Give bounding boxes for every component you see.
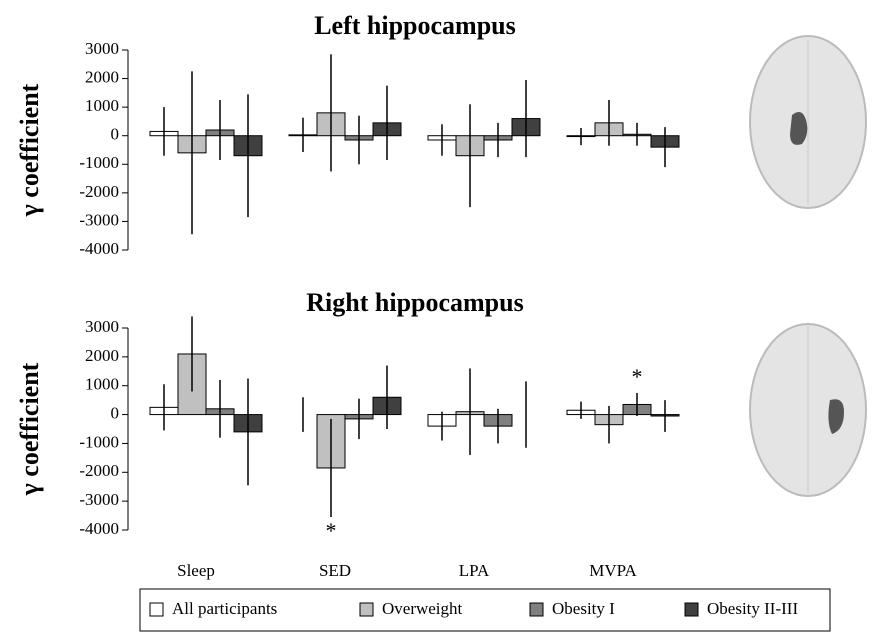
y-tick-label: 1000 — [85, 96, 119, 115]
legend-label: Obesity I — [552, 599, 615, 618]
y-tick-label: -4000 — [79, 239, 119, 258]
x-tick-label: SED — [319, 561, 351, 580]
y-tick-label: -1000 — [79, 432, 119, 451]
y-tick-label: 3000 — [85, 39, 119, 58]
legend-swatch — [684, 602, 699, 617]
annotation: * — [632, 364, 643, 389]
x-tick-label: MVPA — [589, 561, 637, 580]
x-tick-label: LPA — [459, 561, 490, 580]
x-tick-label: Sleep — [177, 561, 215, 580]
y-tick-label: 2000 — [85, 67, 119, 86]
legend-swatch — [149, 602, 164, 617]
y-axis-label: γ coefficient — [15, 362, 44, 496]
y-tick-label: -3000 — [79, 210, 119, 229]
legend — [139, 588, 831, 632]
y-tick-label: 1000 — [85, 375, 119, 394]
chart-title: Right hippocampus — [306, 288, 523, 317]
chart-title: Left hippocampus — [314, 11, 516, 40]
y-tick-label: -2000 — [79, 182, 119, 201]
annotation: * — [326, 518, 337, 543]
y-tick-label: 3000 — [85, 317, 119, 336]
legend-label: All participants — [172, 599, 277, 618]
y-tick-label: -4000 — [79, 519, 119, 538]
y-tick-label: 2000 — [85, 346, 119, 365]
y-tick-label: -3000 — [79, 490, 119, 509]
brain-icons — [749, 35, 867, 497]
y-axis-label: γ coefficient — [15, 83, 44, 217]
legend-swatch — [359, 602, 374, 617]
legend-swatch — [529, 602, 544, 617]
y-tick-label: 0 — [111, 125, 120, 144]
y-tick-label: -2000 — [79, 461, 119, 480]
y-tick-label: -1000 — [79, 153, 119, 172]
y-tick-label: 0 — [111, 403, 120, 422]
legend-label: Overweight — [382, 599, 463, 618]
legend-label: Obesity II-III — [707, 599, 798, 618]
